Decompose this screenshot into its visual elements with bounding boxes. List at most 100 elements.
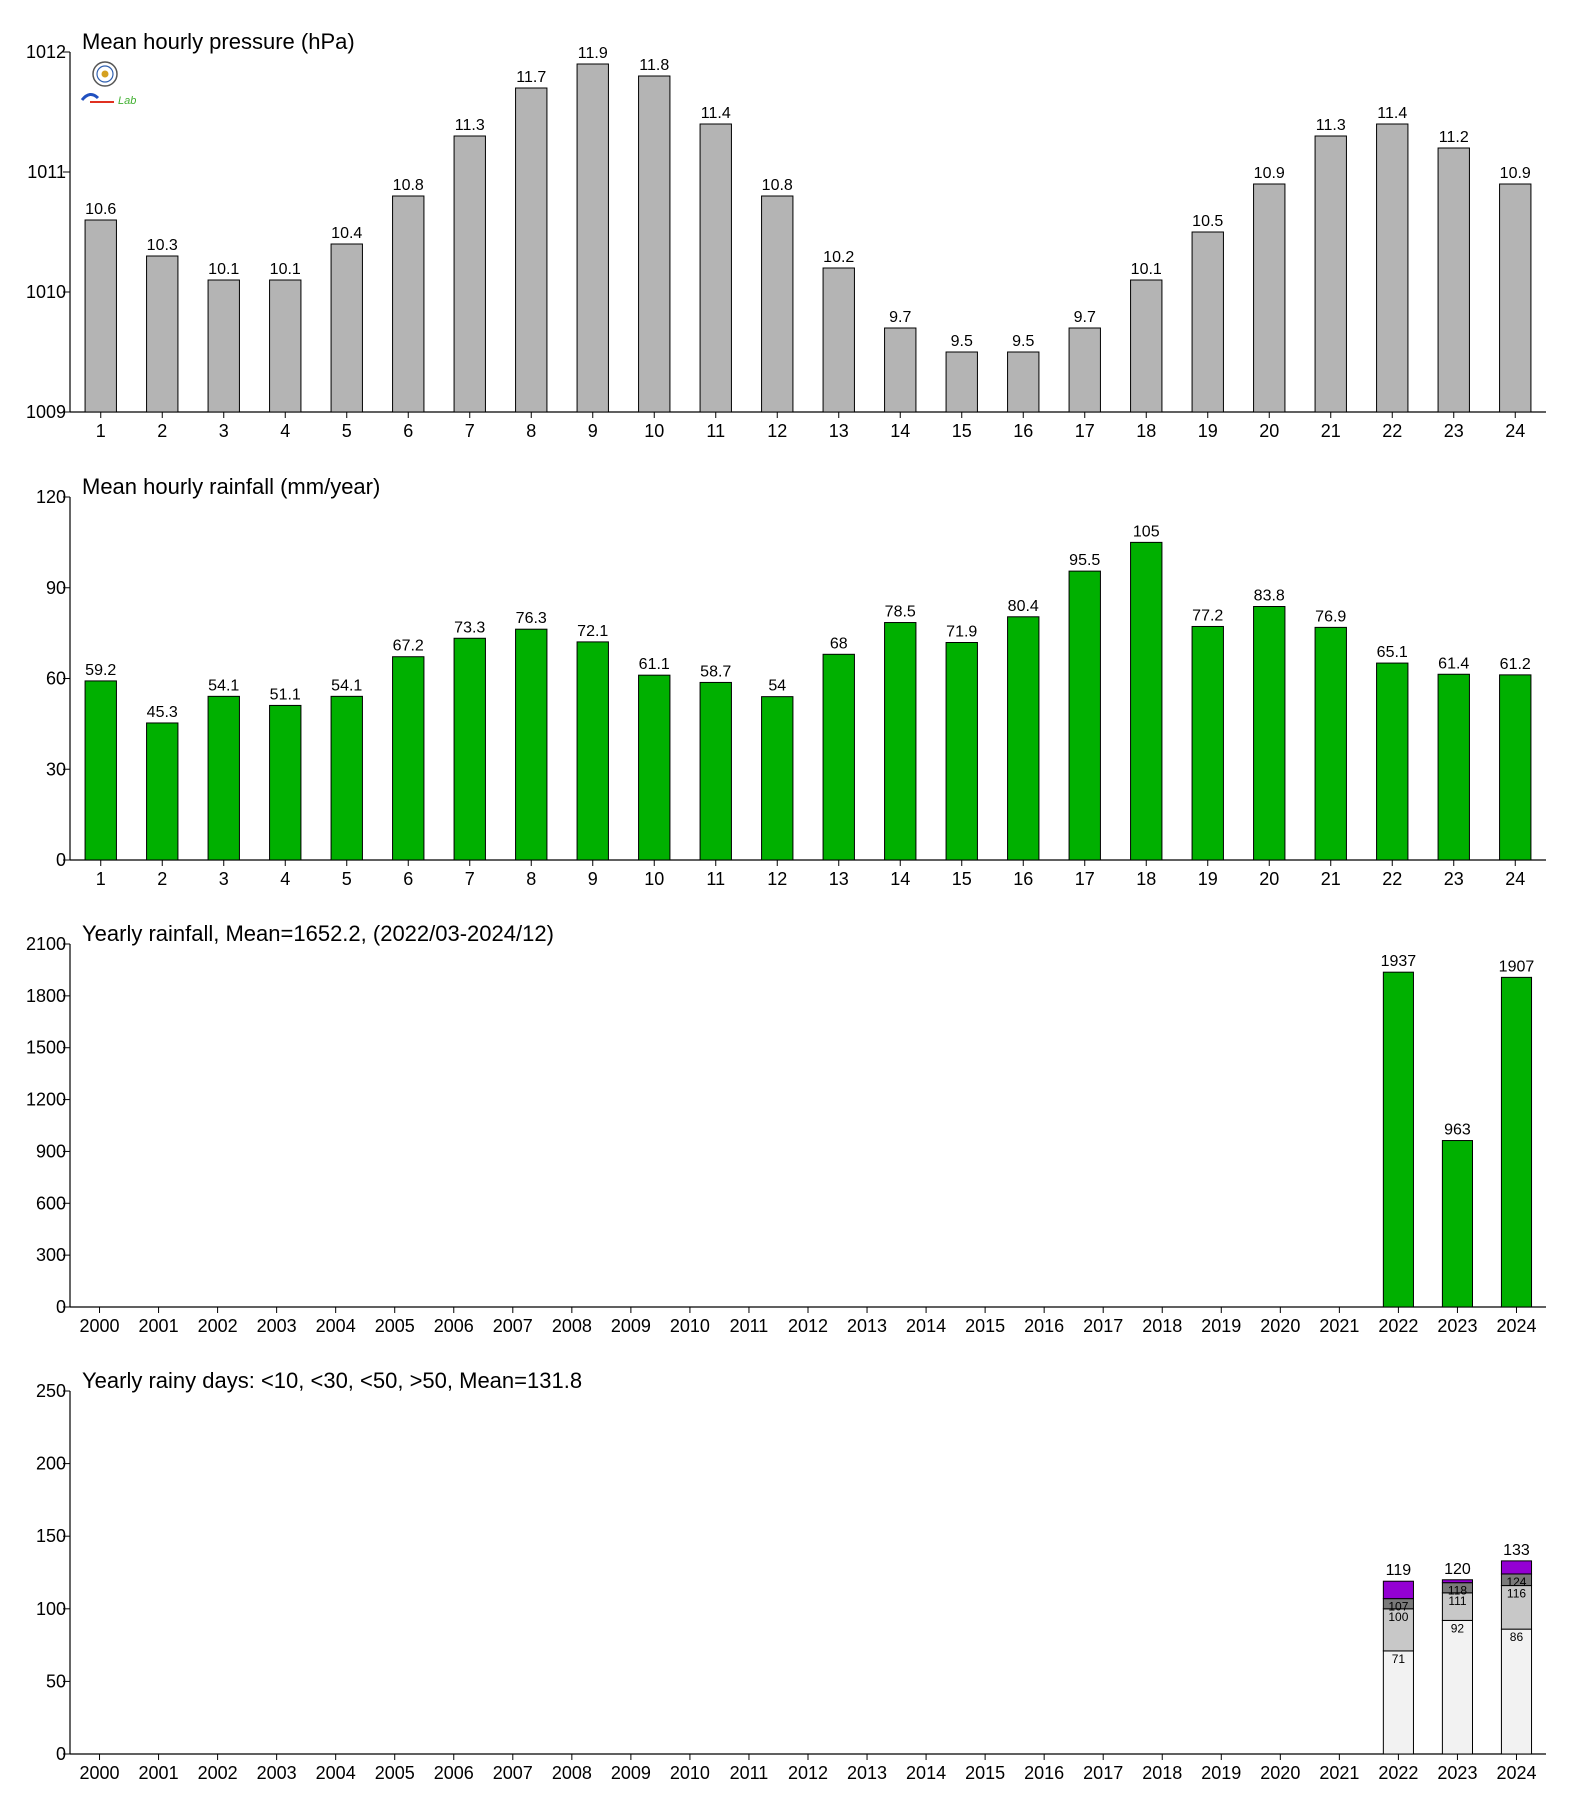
bar: [1314, 135, 1347, 413]
bar-value-label: 963: [1444, 1122, 1471, 1139]
x-tick-label: 18: [1136, 421, 1156, 441]
bar-value-label: 83.8: [1254, 588, 1285, 605]
bar-value-label: 9.7: [889, 309, 911, 326]
x-tick-label: 2003: [257, 1316, 297, 1336]
y-tick-label: 200: [36, 1454, 66, 1474]
bar: [1253, 606, 1286, 861]
x-tick-label: 2001: [139, 1763, 179, 1783]
y-tick-label: 300: [36, 1245, 66, 1265]
x-tick-label: 8: [526, 869, 536, 889]
bar-value-label: 54.1: [208, 677, 239, 694]
x-tick-label: 2017: [1083, 1763, 1123, 1783]
x-tick-label: 16: [1013, 421, 1033, 441]
x-tick-label: 2009: [611, 1316, 651, 1336]
x-tick-label: 2013: [847, 1316, 887, 1336]
bar-value-label: 61.2: [1500, 656, 1531, 673]
x-tick-label: 2016: [1024, 1316, 1064, 1336]
bar: [945, 642, 978, 861]
bar-value-label: 10.9: [1254, 165, 1285, 182]
y-tick-label: 50: [46, 1671, 66, 1691]
x-tick-label: 2005: [375, 1763, 415, 1783]
bar: [146, 255, 179, 413]
y-tick-label: 1200: [26, 1090, 66, 1110]
x-tick-label: 3: [219, 869, 229, 889]
bar: [269, 279, 302, 413]
bar: [576, 63, 609, 413]
bar: [1191, 625, 1224, 861]
x-tick-label: 1: [96, 421, 106, 441]
bar-value-label: 59.2: [85, 662, 116, 679]
x-tick-label: 2012: [788, 1763, 828, 1783]
x-tick-label: 6: [403, 869, 413, 889]
x-tick-label: 17: [1075, 421, 1095, 441]
logo-text: Lab: [118, 95, 136, 107]
bar: [884, 327, 917, 413]
y-tick-label: 0: [56, 1297, 66, 1317]
x-tick-label: 12: [767, 421, 787, 441]
bar-value-label: 10.1: [270, 261, 301, 278]
x-tick-label: 7: [465, 421, 475, 441]
y-tick-label: 1500: [26, 1038, 66, 1058]
x-tick-label: 2020: [1260, 1763, 1300, 1783]
bar-value-label: 51.1: [270, 686, 301, 703]
x-tick-label: 23: [1444, 421, 1464, 441]
bar: [84, 219, 117, 413]
bar: [1376, 123, 1409, 413]
bar-value-label: 11.2: [1439, 129, 1469, 146]
x-tick-label: 20: [1259, 421, 1279, 441]
x-tick-label: 2010: [670, 1763, 710, 1783]
segment-value-label: 92: [1451, 1621, 1465, 1635]
x-tick-label: 2015: [965, 1763, 1005, 1783]
bar: [699, 123, 732, 413]
segment-value-label: 116: [1507, 1587, 1526, 1601]
bar: [146, 722, 179, 861]
bar-value-label: 45.3: [147, 704, 178, 721]
x-tick-label: 2022: [1378, 1316, 1418, 1336]
bar: [1130, 279, 1163, 413]
bar-value-label: 1907: [1499, 958, 1535, 975]
x-tick-label: 2006: [434, 1763, 474, 1783]
stack-total-label: 120: [1444, 1561, 1471, 1578]
bar: [761, 195, 794, 413]
bar-value-label: 65.1: [1377, 644, 1408, 661]
x-tick-label: 2023: [1437, 1763, 1477, 1783]
bar-value-label: 9.5: [951, 333, 973, 350]
bar-value-label: 78.5: [885, 604, 916, 621]
bar: [884, 622, 917, 861]
x-tick-label: 4: [280, 421, 290, 441]
bar-value-label: 11.3: [455, 117, 485, 134]
x-tick-label: 20: [1259, 869, 1279, 889]
x-tick-label: 14: [890, 869, 910, 889]
bar-value-label: 11.9: [578, 45, 608, 62]
x-tick-label: 2: [157, 421, 167, 441]
bar: [1314, 626, 1347, 861]
bar-value-label: 76.9: [1315, 608, 1346, 625]
x-tick-label: 19: [1198, 421, 1218, 441]
bar: [1253, 183, 1286, 413]
bar-value-label: 10.5: [1192, 213, 1223, 230]
x-tick-label: 2010: [670, 1316, 710, 1336]
x-tick-label: 13: [829, 421, 849, 441]
bar-value-label: 105: [1133, 523, 1160, 540]
x-tick-label: 17: [1075, 869, 1095, 889]
x-tick-label: 2019: [1201, 1316, 1241, 1336]
y-tick-label: 0: [56, 850, 66, 870]
bar-value-label: 10.9: [1500, 165, 1531, 182]
x-tick-label: 19: [1198, 869, 1218, 889]
bar: [822, 267, 855, 413]
bar: [207, 695, 240, 861]
x-tick-label: 2002: [198, 1763, 238, 1783]
x-tick-label: 5: [342, 421, 352, 441]
bar: [515, 628, 548, 861]
bar-value-label: 72.1: [577, 623, 608, 640]
x-tick-label: 2007: [493, 1316, 533, 1336]
bar-value-label: 61.4: [1438, 655, 1469, 672]
x-tick-label: 2003: [257, 1763, 297, 1783]
bar-value-label: 95.5: [1069, 552, 1100, 569]
bar-value-label: 54.1: [331, 677, 362, 694]
x-tick-label: 9: [588, 421, 598, 441]
y-tick-label: 1011: [27, 162, 66, 182]
x-tick-label: 2014: [906, 1763, 946, 1783]
chart-title: Yearly rainy days: <10, <30, <50, >50, M…: [82, 1368, 582, 1393]
bar: [392, 195, 425, 413]
